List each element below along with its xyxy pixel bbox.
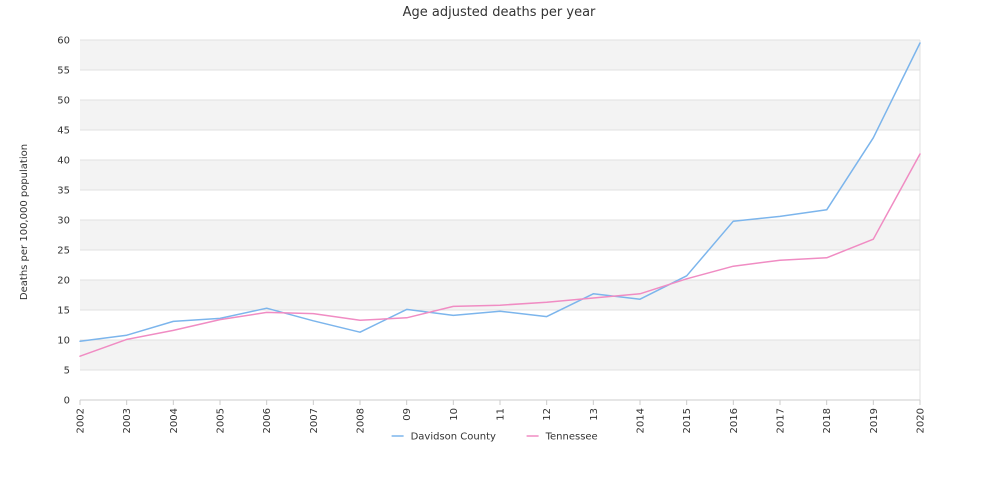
x-tick-label: 2015 <box>682 408 693 433</box>
x-tick-label: 2018 <box>822 408 833 433</box>
y-tick-label: 25 <box>57 246 70 257</box>
legend-label: Davidson County <box>411 432 496 443</box>
y-axis-title: Deaths per 100,000 population <box>19 144 30 300</box>
legend-item[interactable]: Tennessee <box>526 432 598 443</box>
series-line-tennessee <box>79 153 921 357</box>
y-tick-label: 10 <box>57 336 70 347</box>
x-tick-label: 2006 <box>262 408 273 433</box>
legend: Davidson County Tennessee <box>391 432 598 443</box>
y-tick-label: 15 <box>57 306 70 317</box>
x-tick-label: 2014 <box>636 408 647 433</box>
x-tick-label: 2020 <box>916 408 927 433</box>
y-tick-label: 50 <box>57 96 70 107</box>
x-tick-label: 2004 <box>169 408 180 433</box>
y-axis-ticks: 0 5 10 15 20 25 30 35 40 45 50 55 60 <box>57 36 70 407</box>
x-axis-ticks: 2002 2003 2004 2005 2006 2007 2008 09 10 11 12 13 20… <box>76 400 927 433</box>
plot-bands <box>80 40 920 370</box>
legend-item[interactable]: Davidson County <box>391 432 496 443</box>
y-tick-label: 40 <box>57 156 70 167</box>
y-tick-label: 45 <box>57 126 70 137</box>
plot-band <box>80 40 920 70</box>
x-tick-label: 2017 <box>776 408 787 433</box>
y-tick-label: 60 <box>57 36 70 47</box>
chart-title: Age adjusted deaths per year <box>403 5 596 20</box>
y-tick-label: 35 <box>57 186 70 197</box>
y-tick-label: 30 <box>57 216 70 227</box>
y-tick-label: 5 <box>64 366 70 377</box>
x-tick-label: 2016 <box>729 408 740 433</box>
x-tick-label: 2007 <box>309 408 320 433</box>
y-tick-label: 20 <box>57 276 70 287</box>
x-tick-label: 2008 <box>356 408 367 433</box>
x-tick-label: 10 <box>449 408 460 421</box>
plot-band <box>80 340 920 370</box>
x-tick-label: 12 <box>542 408 553 421</box>
x-tick-label: 2003 <box>122 408 133 433</box>
y-tick-label: 0 <box>64 396 70 407</box>
x-tick-label: 2002 <box>76 408 87 433</box>
series-line-davidson-county <box>79 42 921 342</box>
plot-band <box>80 220 920 250</box>
y-tick-label: 55 <box>57 66 70 77</box>
x-tick-label: 09 <box>402 408 413 421</box>
plot-band <box>80 100 920 130</box>
x-tick-label: 13 <box>589 408 600 421</box>
x-tick-label: 11 <box>496 408 507 421</box>
plot-band <box>80 160 920 190</box>
x-tick-label: 2005 <box>216 408 227 433</box>
legend-label: Tennessee <box>545 432 598 443</box>
x-tick-label: 2019 <box>869 408 880 433</box>
series-lines <box>79 42 921 357</box>
